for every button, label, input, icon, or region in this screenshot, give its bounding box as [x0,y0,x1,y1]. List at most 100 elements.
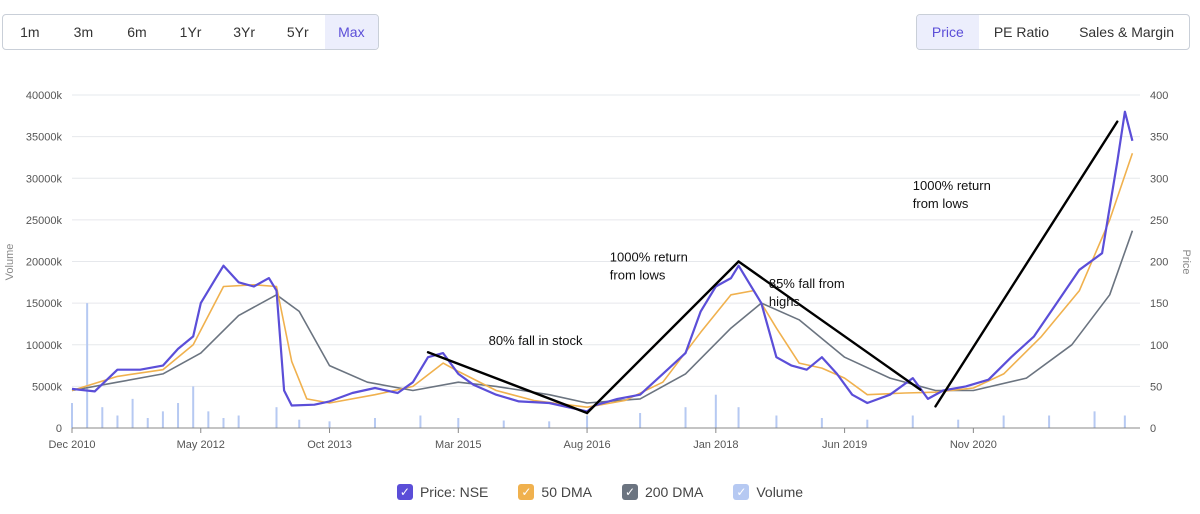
volume-bar [820,418,823,428]
y-tick-label: 50 [1150,381,1162,393]
x-tick-label: Nov 2020 [950,439,997,451]
y-tick-label: 300 [1150,173,1168,185]
range-tab-3yr[interactable]: 3Yr [233,24,256,40]
x-tick-label: Oct 2013 [307,439,352,451]
axes: 0 50 100 150 200 250 300 350 400 0 5000k 10000k 1500… [26,90,1168,451]
volume-bar [419,415,422,428]
volume-bar [1002,415,1005,428]
legend: ✓ Price: NSE ✓ 50 DMA ✓ 200 DMA ✓ Volume [0,484,1200,500]
annotation-line [585,260,740,415]
volume-bar [131,398,134,428]
legend-item-50dma[interactable]: ✓ 50 DMA [518,484,592,500]
volume-bar [373,418,376,428]
range-tab-1yr[interactable]: 1Yr [179,24,202,40]
y-tick-label: 350 [1150,132,1168,144]
volume-bar [502,420,505,428]
range-tab-3m[interactable]: 3m [73,24,94,40]
metric-tab-sales-margin[interactable]: Sales & Margin [1079,24,1174,40]
metric-tab-pe-ratio[interactable]: PE Ratio [993,24,1050,40]
legend-item-volume[interactable]: ✓ Volume [733,484,803,500]
x-tick-label: Dec 2010 [48,439,95,451]
checkbox-icon: ✓ [621,484,638,500]
volume-bar [86,303,89,428]
y2-axis-title: Volume [4,244,16,281]
y-tick-label: 250 [1150,215,1168,227]
volume-bar [866,419,869,428]
legend-label-price: Price: NSE [419,484,489,500]
annotation-label: 1000% return from lows [913,178,991,211]
volume-bar [548,421,551,428]
dma200-line [71,230,1134,404]
y-axis-title: Price [1180,249,1192,274]
annotation-label: 80% fall in stock [489,333,583,348]
volume-bar [116,415,119,428]
y-tick-label: 200 [1150,257,1168,269]
y2-tick-label: 15000k [26,298,63,310]
volume-bar [911,415,914,428]
annotation-line [426,351,589,415]
checkbox-icon: ✓ [733,484,750,500]
legend-label-volume: Volume [756,484,804,500]
x-tick-label: May 2012 [177,439,225,451]
legend-item-200dma[interactable]: ✓ 200 DMA [621,484,704,500]
volume-bar [328,421,331,428]
metric-tabs: Price PE Ratio Sales & Margin [915,14,1190,50]
volume-bar [586,415,589,428]
dma50-line [71,153,1134,408]
range-tabs: 1m 3m 6m 1Yr 3Yr 5Yr Max [2,14,380,50]
volume-bar [275,407,278,428]
y2-tick-label: 25000k [26,215,63,227]
y2-tick-label: 20000k [26,257,63,269]
y2-tick-label: 35000k [26,132,63,144]
range-tab-6m[interactable]: 6m [127,24,147,40]
legend-label-200dma: 200 DMA [644,484,704,500]
range-tab-max[interactable]: Max [324,15,379,49]
volume-bar [1093,411,1096,428]
volume-bar [639,413,642,428]
volume-bar [957,419,960,428]
price-chart: 80% fall in stock 1000% return from lows 85… [4,90,1192,451]
legend-item-price[interactable]: ✓ Price: NSE [396,484,489,500]
volume-bar [192,386,195,428]
x-tick-label: Jun 2019 [822,439,867,451]
volume-bar [298,419,301,428]
legend-label-50dma: 50 DMA [541,484,592,500]
y2-tick-label: 40000k [26,90,63,102]
checkbox-icon: ✓ [518,484,535,500]
range-tab-5yr[interactable]: 5Yr [286,24,309,40]
x-tick-label: Jan 2018 [693,439,738,451]
annotation-line [737,260,922,391]
volume-bar [457,418,460,428]
annotation-label: 1000% return from lows [610,250,688,283]
y-tick-label: 0 [1150,423,1156,435]
y2-tick-label: 5000k [32,381,62,393]
y2-tick-label: 0 [56,423,62,435]
volume-bar [684,407,687,428]
metric-tab-price[interactable]: Price [916,15,979,49]
volume-bar [775,415,778,428]
volume-bar [1123,415,1126,428]
volume-bar [222,418,225,428]
volume-bar [207,411,210,428]
volume-bar [101,407,104,428]
volume-bar [177,403,180,428]
volume-bar [237,415,240,428]
range-tab-1m[interactable]: 1m [20,24,40,40]
annotation-label: 85% fall from highs [769,276,845,309]
volume-bar [146,418,149,428]
annotation-line [934,120,1119,408]
volume-bars [71,303,1126,428]
annotations: 80% fall in stock 1000% return from lows 85… [426,120,1119,415]
volume-bar [71,403,73,428]
volume-bar [714,394,717,428]
x-tick-label: Mar 2015 [435,439,481,451]
y-tick-label: 400 [1150,90,1168,102]
volume-bar [161,411,164,428]
x-tick-label: Aug 2016 [564,439,611,451]
volume-bar [1048,415,1051,428]
checkbox-icon: ✓ [396,484,413,500]
y2-tick-label: 30000k [26,173,63,185]
grid-lines [72,94,1140,429]
y2-tick-label: 10000k [26,340,63,352]
y-tick-label: 150 [1150,298,1168,310]
